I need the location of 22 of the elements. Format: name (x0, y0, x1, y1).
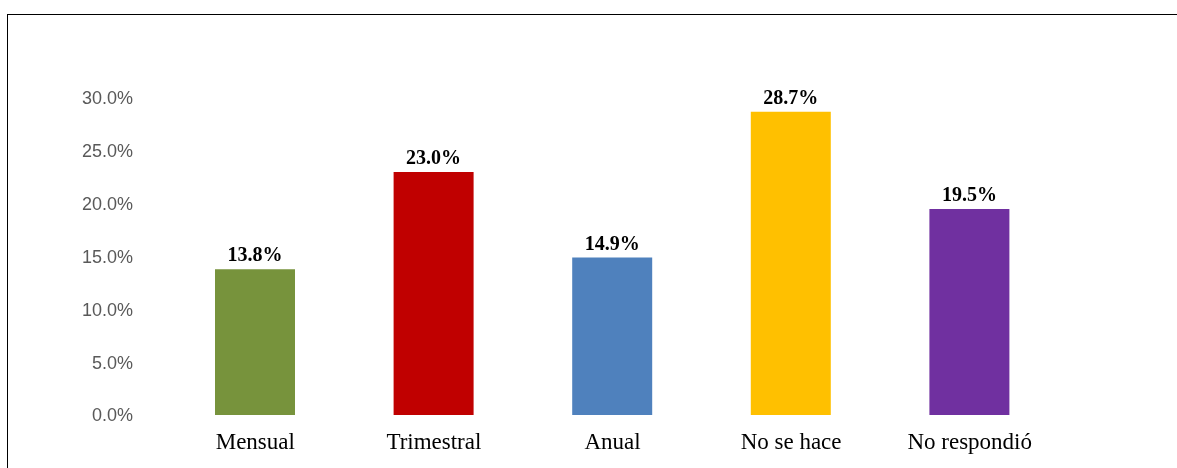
y-tick-label: 25.0% (81, 141, 133, 162)
bar (215, 269, 295, 415)
y-tick-label: 30.0% (81, 88, 133, 109)
y-tick-label: 15.0% (81, 246, 133, 267)
data-label: 23.0% (406, 145, 462, 168)
y-tick-label: 10.0% (81, 299, 133, 320)
y-tick-label: 20.0% (81, 194, 133, 215)
bar (572, 257, 653, 415)
bar (929, 208, 1010, 415)
bar (750, 111, 831, 415)
y-tick-label: 5.0% (91, 352, 133, 373)
bar (393, 171, 474, 415)
data-label: 28.7% (763, 85, 819, 108)
x-tick-label: No se hace (740, 429, 842, 455)
x-tick-label: Mensual (215, 429, 295, 455)
y-tick-label: 0.0% (91, 405, 133, 426)
x-tick-label: No respondió (907, 429, 1032, 455)
data-label: 19.5% (941, 182, 997, 205)
data-label: 13.8% (227, 243, 283, 266)
data-label: 14.9% (584, 231, 640, 254)
x-tick-label: Trimestral (386, 429, 482, 455)
x-tick-label: Anual (584, 429, 641, 455)
